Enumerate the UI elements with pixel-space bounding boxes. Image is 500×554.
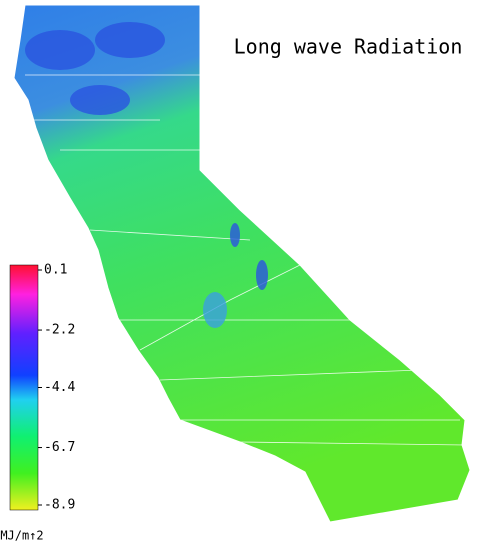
colorbar-tick-label: -2.2	[44, 323, 75, 338]
colorbar	[9, 264, 39, 511]
colorbar-unit: MJ/m↑2	[0, 529, 43, 543]
high-value-patches	[25, 22, 268, 328]
colorbar-tick-label: -8.9	[44, 498, 75, 513]
region-lines	[25, 74, 466, 446]
map-title: Long wave Radiation	[234, 35, 463, 59]
colorbar-tick-label: -4.4	[44, 380, 75, 395]
colorbar-tick-label: -6.7	[44, 440, 75, 455]
colorbar-tick-label: 0.1	[44, 263, 67, 278]
